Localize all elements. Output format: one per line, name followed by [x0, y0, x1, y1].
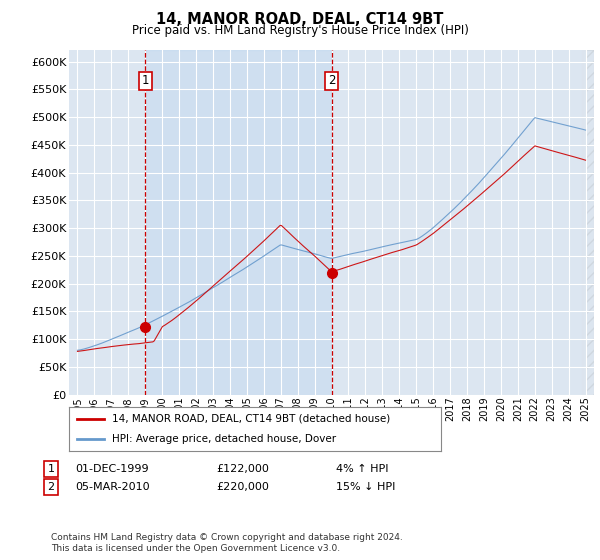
Text: 14, MANOR ROAD, DEAL, CT14 9BT (detached house): 14, MANOR ROAD, DEAL, CT14 9BT (detached… — [112, 414, 390, 424]
Text: 2: 2 — [47, 482, 55, 492]
Bar — [582, 50, 594, 395]
Text: 05-MAR-2010: 05-MAR-2010 — [75, 482, 149, 492]
Text: 1: 1 — [47, 464, 55, 474]
Text: 4% ↑ HPI: 4% ↑ HPI — [336, 464, 389, 474]
Text: 14, MANOR ROAD, DEAL, CT14 9BT: 14, MANOR ROAD, DEAL, CT14 9BT — [157, 12, 443, 27]
Text: £220,000: £220,000 — [216, 482, 269, 492]
Text: 1: 1 — [142, 74, 149, 87]
Text: HPI: Average price, detached house, Dover: HPI: Average price, detached house, Dove… — [112, 434, 336, 444]
Text: 15% ↓ HPI: 15% ↓ HPI — [336, 482, 395, 492]
Text: 2: 2 — [328, 74, 335, 87]
Text: Price paid vs. HM Land Registry's House Price Index (HPI): Price paid vs. HM Land Registry's House … — [131, 24, 469, 36]
Text: 01-DEC-1999: 01-DEC-1999 — [75, 464, 149, 474]
Bar — [145, 50, 331, 395]
Text: £122,000: £122,000 — [216, 464, 269, 474]
Text: Contains HM Land Registry data © Crown copyright and database right 2024.
This d: Contains HM Land Registry data © Crown c… — [51, 533, 403, 553]
Bar — [586, 50, 594, 395]
